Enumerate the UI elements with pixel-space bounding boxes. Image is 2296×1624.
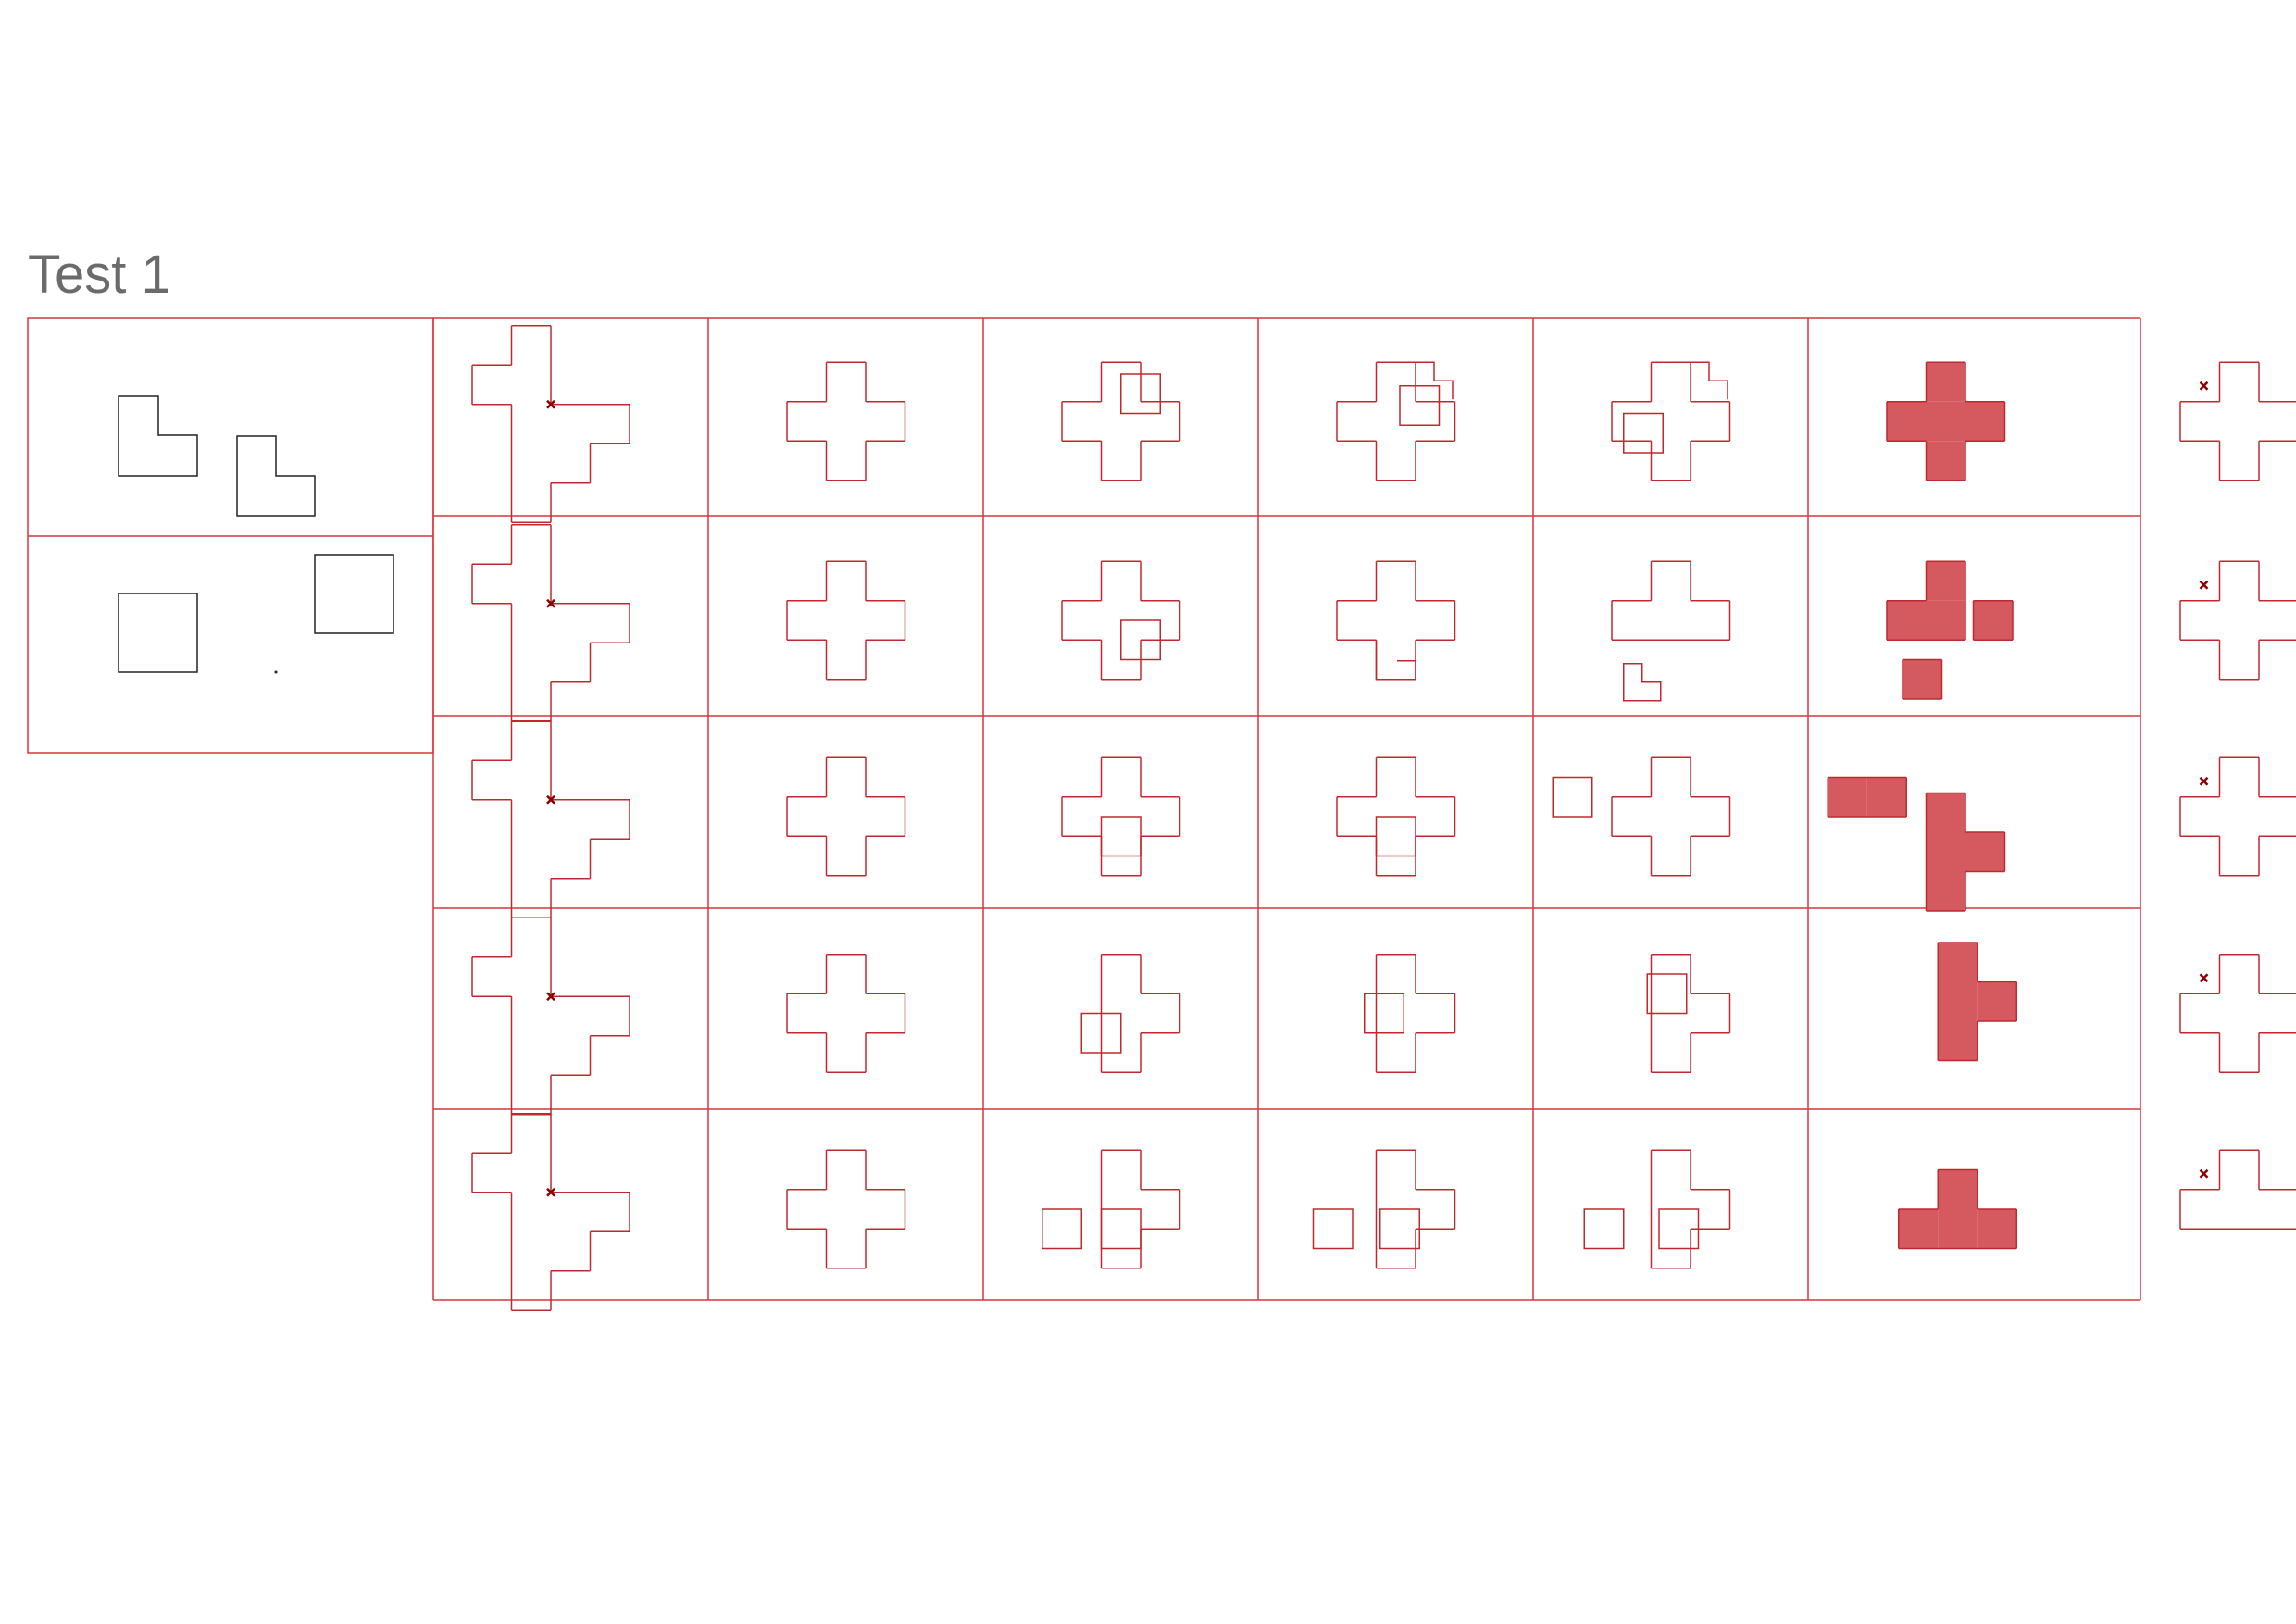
filled-result: [1937, 942, 2017, 1062]
overlay-square: [1364, 993, 1404, 1034]
overlay-square: [1080, 1012, 1122, 1054]
filled-result-fill: [1926, 441, 1965, 481]
cross-shape: [1611, 756, 1731, 877]
filled-result-fill: [1828, 777, 1867, 817]
filled-result: [1925, 792, 2006, 912]
input-dot: [274, 670, 278, 674]
detached-square: [1583, 1208, 1625, 1250]
filled-result: [1827, 776, 1907, 818]
input-panel: [27, 317, 434, 754]
input-l-shape-2: [236, 435, 316, 517]
filled-result: [1972, 600, 2014, 641]
notch-edge: [1416, 361, 1454, 400]
overlay-square: [1379, 1208, 1420, 1250]
filled-result-fill: [1938, 1021, 1978, 1061]
overlay-square: [1646, 973, 1688, 1015]
zigzag-shape: [471, 524, 630, 722]
overlay-square: [1120, 373, 1161, 415]
overlay-square: [1100, 816, 1142, 857]
side-shape: [2179, 756, 2296, 877]
zigzag-shape: [471, 917, 630, 1116]
side-shape: [2179, 1149, 2296, 1230]
partial-cross: [1375, 1149, 1456, 1269]
origin-marker: [546, 399, 555, 409]
cross-shape: [786, 560, 906, 681]
zigzag-shape: [471, 1113, 630, 1311]
filled-result-fill: [1938, 1169, 1978, 1209]
filled-result-fill: [1926, 561, 1965, 601]
filled-result-fill: [1965, 401, 2005, 442]
origin-marker: [546, 992, 555, 1002]
filled-result-fill: [1926, 871, 1965, 911]
filled-result-fill: [1977, 981, 2017, 1021]
filled-result: [1886, 560, 1966, 641]
partial-cross: [1375, 954, 1456, 1073]
overlay-l: [1375, 640, 1416, 681]
filled-result-fill: [1926, 793, 1965, 832]
overlay-square: [1120, 619, 1161, 661]
cross-shape: [786, 1149, 906, 1269]
overlay-square: [1623, 412, 1664, 454]
cross-shape: [786, 361, 906, 481]
input-square-1: [118, 593, 198, 673]
filled-result-fill: [1938, 1209, 1978, 1249]
notch-edge: [1691, 361, 1728, 400]
result-grid: [433, 318, 2140, 1300]
overlay-square: [1658, 1208, 1700, 1250]
origin-marker: [2199, 580, 2209, 590]
cross-shape: [1061, 560, 1181, 681]
origin-marker: [2199, 381, 2209, 391]
filled-result-fill: [1926, 832, 1965, 872]
filled-result: [1902, 658, 1943, 700]
origin-marker: [546, 598, 555, 608]
filled-result: [1898, 1168, 2017, 1250]
filled-result-fill: [1973, 600, 2013, 641]
overlay-square: [1100, 1208, 1142, 1250]
cross-shape: [1611, 361, 1731, 481]
partial-cross: [1650, 1149, 1731, 1269]
side-shape: [2179, 361, 2296, 481]
origin-marker: [2199, 973, 2209, 983]
zigzag-shape: [471, 720, 630, 918]
filled-result-fill: [1926, 362, 1965, 402]
origin-marker: [546, 1187, 555, 1197]
overlay-square: [1552, 776, 1593, 818]
filled-result: [1886, 361, 2006, 481]
grid-shapes: [471, 325, 2296, 1311]
origin-marker: [2199, 1168, 2209, 1179]
cross-shape: [786, 954, 906, 1073]
side-shape: [2179, 560, 2296, 681]
filled-result-fill: [1926, 600, 1965, 641]
detached-square: [1312, 1208, 1354, 1250]
cross-shape: [1336, 361, 1456, 481]
filled-result-fill: [1926, 401, 1965, 442]
zigzag-shape: [471, 325, 630, 523]
filled-result-fill: [1903, 659, 1942, 699]
origin-marker: [546, 794, 555, 805]
detached-square: [1042, 1208, 1082, 1250]
filled-result-fill: [1866, 777, 1907, 817]
input-square-2: [314, 554, 394, 634]
input-panel-frame: [27, 317, 434, 754]
filled-result-fill: [1938, 943, 1978, 982]
side-shape: [2179, 954, 2296, 1073]
origin-marker: [2199, 776, 2209, 786]
input-shapes: [118, 395, 394, 674]
filled-result-fill: [1887, 600, 1927, 641]
filled-result-fill: [1977, 1209, 2017, 1249]
input-l-shape-1: [118, 395, 198, 477]
filled-result-fill: [1898, 1209, 1939, 1249]
cross-shape: [1611, 560, 1731, 641]
cross-shape: [1336, 560, 1456, 681]
page-title: Test 1: [28, 244, 171, 305]
filled-result-fill: [1887, 401, 1927, 442]
overlay-square: [1375, 816, 1416, 857]
filled-result-fill: [1965, 832, 2005, 872]
detached-l: [1623, 663, 1662, 702]
cross-shape: [786, 756, 906, 877]
filled-result-fill: [1938, 981, 1978, 1021]
overlay-square: [1399, 385, 1441, 426]
